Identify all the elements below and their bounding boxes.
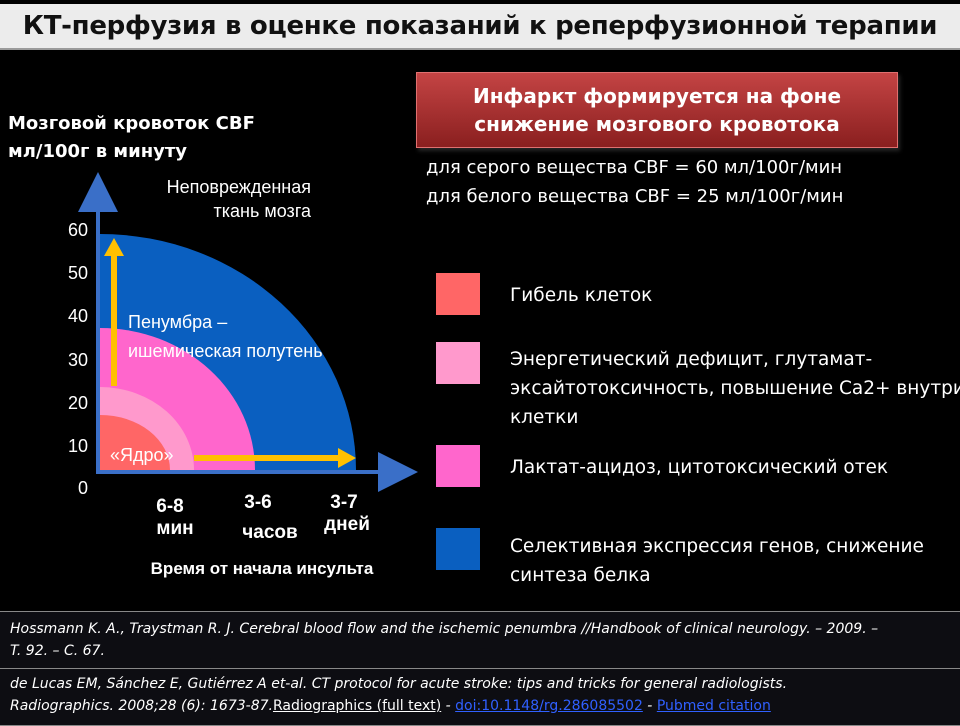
- yellow-vertical-arrowhead: [104, 238, 124, 256]
- x-axis-title: Время от начала инсульта: [151, 559, 374, 578]
- pubmed-citation-link[interactable]: Pubmed citation: [656, 698, 771, 714]
- page-title: КТ-перфузия в оценке показаний к реперфу…: [22, 11, 938, 41]
- x-tick-top: 3-6: [244, 492, 271, 513]
- penumbra-label-line2: ишемическая полутень: [128, 341, 323, 361]
- y-tick-label: 0: [78, 478, 88, 498]
- y-axis-title-line2: мл/100г в минуту: [8, 141, 188, 162]
- reference-2-line2: Radiographics. 2008;28 (6): 1673-87.Radi…: [0, 695, 960, 717]
- legend-text-energy-deficit: Энергетический дефицит, глутамат- эксайт…: [510, 349, 960, 428]
- radiographics-full-text-link[interactable]: Radiographics (full text): [272, 698, 442, 714]
- reference-2: de Lucas EM, Sánchez E, Gutiérrez A et-a…: [0, 668, 960, 726]
- y-tick-label: 50: [68, 263, 88, 283]
- separator: -: [441, 698, 456, 714]
- legend-swatch-lactate-acidosis: [436, 445, 480, 487]
- healthy-label-line2: ткань мозга: [214, 201, 312, 221]
- cbf-diagram: 60 50 40 30 20 10 0 Неповрежденная ткань…: [68, 172, 418, 578]
- y-tick-label: 60: [68, 220, 88, 240]
- penumbra-label-line1: Пенумбра –: [128, 312, 227, 332]
- infarct-callout-line2: снижение мозгового кровотока: [474, 112, 840, 136]
- legend-swatch-gene-expression: [436, 528, 480, 570]
- legend-text-lactate-acidosis: Лактат-ацидоз, цитотоксический отек: [510, 457, 889, 478]
- y-tick-label: 10: [68, 436, 88, 456]
- y-axis-title-line1: Мозговой кровоток CBF: [8, 113, 255, 134]
- infarct-callout: Инфаркт формируется на фоне снижение моз…: [416, 72, 898, 148]
- white-matter-norm: для белого вещества CBF = 25 мл/100г/мин: [426, 186, 844, 207]
- reference-1-line1: Hossmann K. A., Traystman R. J. Cerebral…: [10, 621, 879, 637]
- reference-2-line1: de Lucas EM, Sánchez E, Gutiérrez A et-a…: [10, 676, 788, 692]
- grey-matter-norm: для серого вещества CBF = 60 мл/100г/мин: [426, 157, 843, 178]
- core-region: [100, 415, 170, 470]
- legend-text-gene-expression: Селективная экспрессия генов, снижение с…: [510, 536, 924, 586]
- legend-swatch-cell-death: [436, 273, 480, 315]
- x-tick-bottom: мин: [156, 518, 193, 539]
- x-tick-top: 3-7: [330, 492, 357, 513]
- x-tick-bottom: часов: [242, 522, 297, 543]
- yellow-horizontal-arrowhead: [338, 448, 356, 468]
- reference-2-prefix: Radiographics. 2008;28 (6): 1673-87.: [10, 698, 273, 714]
- legend-text-cell-death: Гибель клеток: [510, 285, 653, 306]
- legend-swatch-energy-deficit: [436, 342, 480, 384]
- title-bar: КТ-перфузия в оценке показаний к реперфу…: [0, 4, 960, 50]
- x-tick-top: 6-8: [156, 496, 183, 517]
- y-tick-label: 40: [68, 306, 88, 326]
- separator: -: [642, 698, 657, 714]
- x-tick-bottom: дней: [324, 514, 370, 535]
- reference-1: Hossmann K. A., Traystman R. J. Cerebral…: [0, 611, 960, 671]
- core-label: «Ядро»: [110, 445, 174, 465]
- reference-1-line2: T. 92. – С. 67.: [10, 643, 105, 659]
- infarct-callout-line1: Инфаркт формируется на фоне: [472, 84, 842, 108]
- y-tick-label: 30: [68, 350, 88, 370]
- healthy-label-line1: Неповрежденная: [167, 177, 311, 197]
- y-axis-title: Мозговой кровоток CBF мл/100г в минуту: [8, 110, 255, 166]
- doi-link[interactable]: doi:10.1148/rg.286085502: [455, 698, 643, 714]
- y-tick-label: 20: [68, 393, 88, 413]
